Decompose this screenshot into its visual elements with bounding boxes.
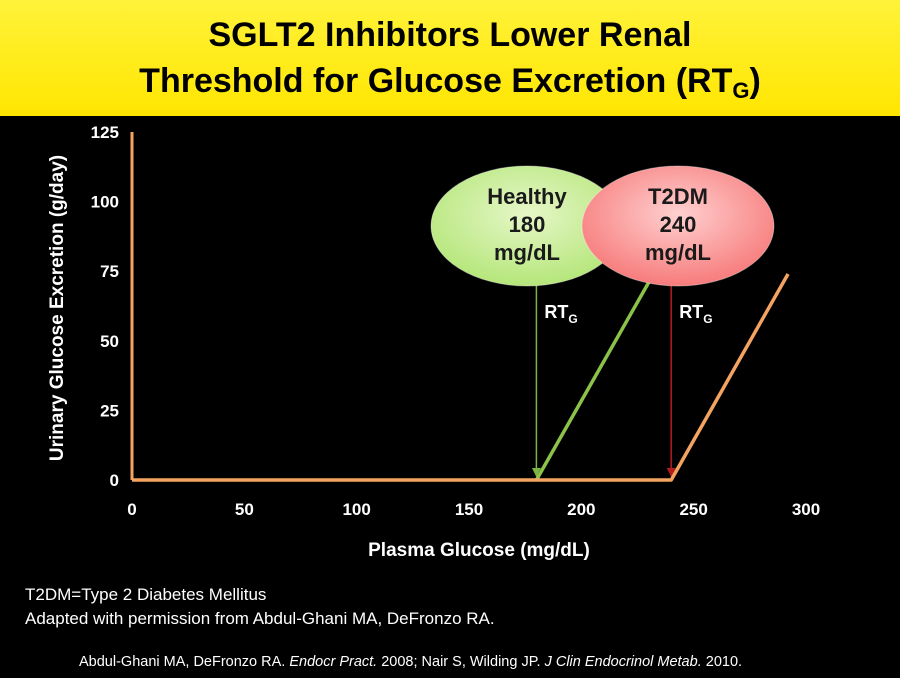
title-line2-end: ) <box>749 62 761 100</box>
chart-title-line2: Threshold for Glucose Excretion (RTG) <box>0 62 900 110</box>
T2DM-series-line <box>132 273 790 482</box>
y-tick-label: 25 <box>100 401 119 420</box>
footnote-abbrev: T2DM=Type 2 Diabetes Mellitus <box>25 585 267 604</box>
title-bar <box>0 0 900 116</box>
x-tick-label: 50 <box>235 500 254 519</box>
y-tick-label: 50 <box>100 332 119 351</box>
y-tick-label: 0 <box>110 471 119 490</box>
citation-b: Endocr Pract. <box>289 654 378 670</box>
T2DM-ellipse-label-0: T2DM <box>648 184 708 209</box>
T2DM-ellipse-label-2: mg/dL <box>645 240 711 265</box>
chart-title-line1: SGLT2 Inhibitors Lower Renal <box>208 16 692 54</box>
x-tick-label: 250 <box>679 500 707 519</box>
x-tick-label: 0 <box>127 500 136 519</box>
Healthy-series-line <box>534 281 651 481</box>
y-axis-label: Urinary Glucose Excretion (g/day) <box>47 155 68 461</box>
x-axis-label: Plasma Glucose (mg/dL) <box>368 540 590 561</box>
y-tick-label: 100 <box>91 193 119 212</box>
y-tick-label: 75 <box>100 262 119 281</box>
citation-c: 2008; Nair S, Wilding JP. <box>377 654 545 670</box>
x-tick-label: 300 <box>792 500 820 519</box>
x-tick-label: 200 <box>567 500 595 519</box>
title-line2-sub: G <box>732 78 750 103</box>
healthy-ellipse-label-2: mg/dL <box>494 240 560 265</box>
footnote-adapted: Adapted with permission from Abdul-Ghani… <box>25 609 495 628</box>
citation: Abdul-Ghani MA, DeFronzo RA. Endocr Prac… <box>79 654 742 670</box>
T2DM-ellipse-shape <box>581 165 775 287</box>
x-tick-label: 100 <box>342 500 370 519</box>
healthy-rtg-label: RTG <box>544 302 577 326</box>
citation-d: J Clin Endocrinol Metab. <box>544 654 702 670</box>
chart: 0 50 100 150 200 250 300 0 25 50 75 100 125 Plasma Gl… <box>47 123 820 561</box>
title-line2-main: Threshold for Glucose Excretion (RT <box>139 62 733 100</box>
x-tick-label: 150 <box>455 500 483 519</box>
T2DM-rtg-label: RTG <box>679 302 712 326</box>
y-tick-label: 125 <box>91 123 119 142</box>
healthy-ellipse-label-0: Healthy <box>487 184 567 209</box>
citation-e: 2010. <box>701 654 743 670</box>
healthy-ellipse-label-1: 180 <box>509 212 546 237</box>
citation-a: Abdul-Ghani MA, DeFronzo RA. <box>79 654 290 670</box>
T2DM-ellipse-label-1: 240 <box>660 212 697 237</box>
